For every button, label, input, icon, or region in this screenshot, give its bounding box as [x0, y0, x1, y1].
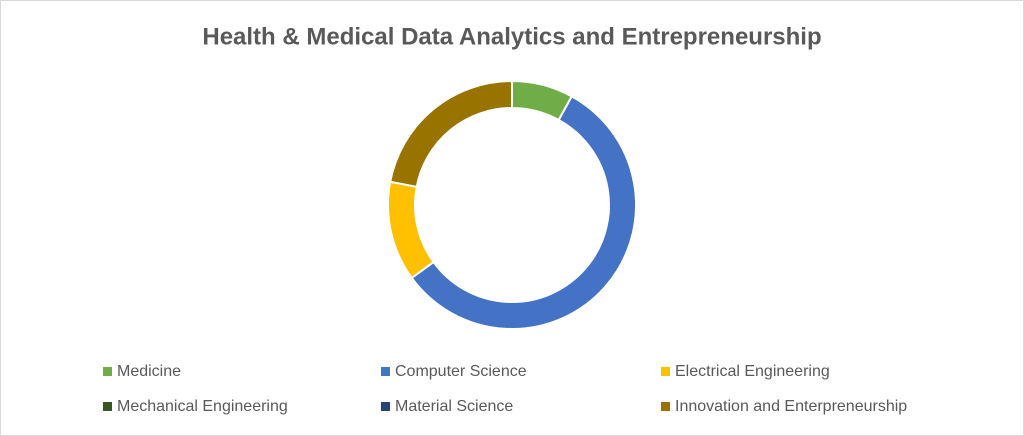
legend-swatch	[661, 402, 670, 411]
legend-swatch	[381, 367, 390, 376]
legend-label: Innovation and Enterpreneurship	[675, 398, 907, 415]
legend-swatch	[381, 402, 390, 411]
legend-label: Electrical Engineering	[675, 363, 830, 380]
legend-label: Mechanical Engineering	[117, 398, 288, 415]
legend-label: Material Science	[395, 398, 513, 415]
legend-label: Computer Science	[395, 363, 527, 380]
donut-slice	[410, 94, 637, 330]
donut-slice	[389, 79, 513, 188]
legend-label: Medicine	[117, 363, 181, 380]
legend-swatch	[103, 367, 112, 376]
legend-swatch	[103, 402, 112, 411]
chart-title: Health & Medical Data Analytics and Entr…	[202, 23, 821, 50]
legend-swatch	[661, 367, 670, 376]
